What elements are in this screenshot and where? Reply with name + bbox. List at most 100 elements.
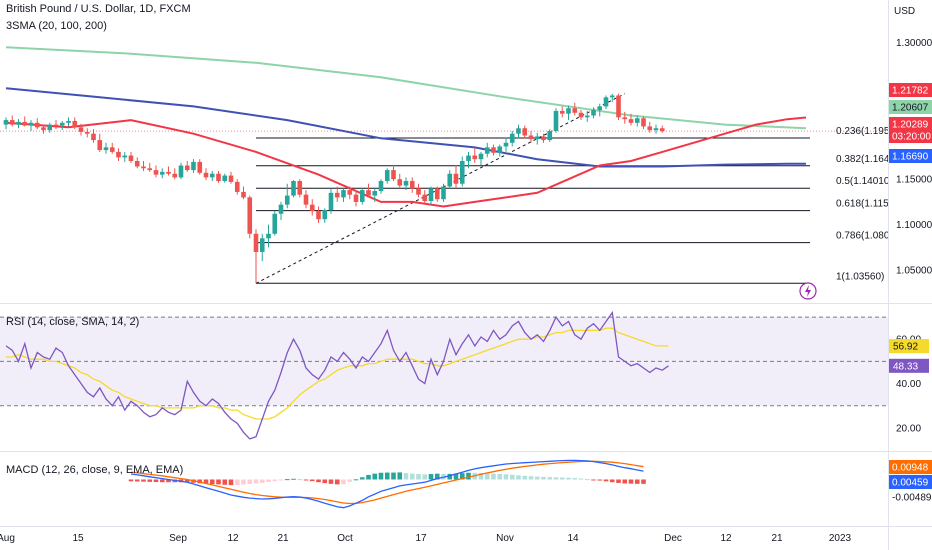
- candle-body: [634, 118, 640, 123]
- macd-histogram-bar: [609, 479, 615, 483]
- candle-body: [409, 181, 415, 189]
- fib-level-label: 0.786(1.08033): [836, 231, 904, 242]
- macd-histogram-bar: [303, 479, 309, 481]
- candle-body: [503, 142, 509, 147]
- candle-body: [309, 204, 315, 212]
- macd-histogram-bar: [503, 474, 509, 480]
- macd-histogram-bar: [453, 473, 459, 480]
- macd-histogram-bar: [628, 479, 634, 484]
- candle: [166, 166, 171, 176]
- candle-body: [628, 119, 634, 123]
- candle-body: [209, 173, 215, 178]
- candle-body: [622, 117, 628, 120]
- candle-body: [47, 124, 53, 131]
- candle: [441, 183, 446, 202]
- macd-tag-text: 0.00948: [892, 463, 929, 474]
- candle-body: [291, 181, 296, 196]
- time-tick-label: 21: [771, 533, 783, 544]
- candle-body: [103, 147, 109, 151]
- time-axis[interactable]: Aug 15 Sep 12 21 Oct 17 Nov 14 Dec 12 21 2023: [0, 533, 852, 544]
- macd-histogram-bar: [228, 479, 234, 486]
- time-tick-label: 2023: [829, 533, 852, 544]
- price-tick-label: 1.30000: [896, 38, 932, 49]
- macd-histogram-bar: [384, 472, 390, 480]
- candle: [466, 151, 471, 169]
- candle: [78, 123, 84, 136]
- macd-panel[interactable]: [128, 459, 646, 509]
- candle: [116, 148, 121, 161]
- macd-histogram-bar: [491, 473, 496, 480]
- candle-body: [203, 172, 209, 178]
- candle-body: [178, 165, 184, 178]
- candle-body: [9, 120, 15, 125]
- candle-body: [472, 155, 478, 160]
- candle: [359, 188, 365, 205]
- candle: [559, 106, 565, 118]
- candle-body: [378, 181, 384, 192]
- candle-body: [659, 128, 665, 132]
- fib-level-label: 0.5(1.14010): [836, 176, 893, 187]
- candle: [397, 173, 403, 189]
- macd-histogram-bar: [278, 479, 284, 481]
- fibonacci-retracement[interactable]: 0.236(1.19528)0.382(1.16476)0.5(1.14010)…: [255, 93, 904, 284]
- candle-body: [303, 194, 309, 205]
- macd-histogram-bar: [466, 472, 471, 480]
- moving-averages: [5, 46, 807, 208]
- macd-histogram-bar: [416, 474, 421, 480]
- macd-histogram-bar: [234, 479, 240, 485]
- candle-body: [216, 173, 221, 182]
- rsi-tick-label: 40.00: [896, 379, 921, 390]
- candle-body: [66, 120, 71, 123]
- fib-level-label: 0.382(1.16476): [836, 154, 904, 165]
- candle: [128, 151, 134, 163]
- price-tag: [889, 149, 932, 163]
- macd-histogram-bar: [428, 474, 434, 480]
- candle: [159, 168, 165, 179]
- rsi-tick-label: 20.00: [896, 423, 921, 434]
- rsi-panel[interactable]: [0, 310, 888, 440]
- candle-body: [191, 161, 196, 171]
- candle: [259, 233, 265, 262]
- macd-histogram-bar: [422, 474, 428, 480]
- symbol-title[interactable]: British Pound / U.S. Dollar, 1D, FXCM: [6, 3, 191, 15]
- candle-body: [397, 179, 403, 186]
- candle: [197, 159, 203, 175]
- candle: [103, 142, 109, 154]
- candle: [534, 132, 540, 145]
- candle: [353, 190, 359, 207]
- macd-histogram-bar: [159, 479, 165, 483]
- price-axis[interactable]: 1.300001.250001.200001.150001.100001.050…: [896, 38, 932, 434]
- candle-body: [391, 170, 396, 180]
- candle: [3, 117, 9, 130]
- macd-histogram-bar: [397, 472, 403, 480]
- candle: [597, 103, 603, 117]
- macd-histogram-bar: [134, 479, 140, 482]
- candle-body: [466, 155, 471, 161]
- misc-marks: [0, 130, 888, 300]
- candle-body: [28, 122, 34, 126]
- candle: [28, 120, 34, 131]
- candle-body: [22, 121, 28, 126]
- candle-body: [247, 197, 253, 234]
- candlesticks[interactable]: [3, 93, 665, 284]
- candle-body: [184, 165, 190, 171]
- macd-histogram-bar: [328, 479, 334, 484]
- candle: [278, 201, 284, 221]
- macd-histogram-bar: [334, 479, 340, 485]
- candle-body: [578, 112, 584, 118]
- lightning-icon: [805, 285, 811, 297]
- rsi-line: [5, 310, 669, 440]
- candle-body: [3, 120, 9, 125]
- candle: [578, 110, 584, 121]
- candle-body: [197, 161, 203, 173]
- price-tags: 56.92 48.33 0.00948 0.00459 -0.00489 1.21782 1…: [889, 83, 932, 504]
- macd-legend[interactable]: MACD (12, 26, close, 9, EMA, EMA): [6, 464, 184, 476]
- rsi-legend[interactable]: RSI (14, close, SMA, 14, 2): [6, 316, 140, 328]
- indicator-legend-sma[interactable]: 3SMA (20, 100, 200): [6, 20, 107, 32]
- candle-body: [359, 190, 365, 202]
- price-tag: [889, 100, 932, 114]
- candle-body: [609, 95, 615, 98]
- candle-body: [159, 171, 165, 175]
